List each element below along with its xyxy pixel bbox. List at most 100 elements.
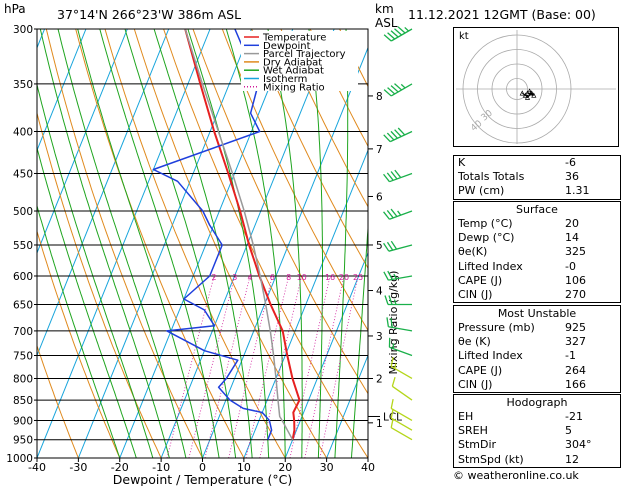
wind-barb-flag bbox=[397, 26, 406, 34]
wind-barb-flag bbox=[394, 28, 403, 36]
datetime-title: 11.12.2021 12GMT (Base: 00) bbox=[408, 7, 596, 22]
row-label: Totals Totals bbox=[458, 170, 525, 184]
wind-barb bbox=[386, 317, 413, 332]
mixing-ratio-label: 4 bbox=[247, 273, 252, 282]
wind-barb-flag bbox=[388, 295, 393, 305]
wind-barb-flag bbox=[387, 87, 396, 95]
row-label: EH bbox=[458, 410, 474, 423]
row-value: -21 bbox=[565, 410, 583, 423]
temperature-tick-label: 0 bbox=[199, 461, 206, 474]
pressure-tick-label: 900 bbox=[13, 415, 33, 427]
temperature-tick-label: 20 bbox=[278, 461, 292, 474]
wind-barb bbox=[383, 208, 413, 220]
mixing-ratio-label: 6 bbox=[270, 273, 275, 282]
wind-barb-flag bbox=[386, 210, 394, 219]
pressure-tick-label: 850 bbox=[13, 395, 33, 407]
asl-axis-label: ASL bbox=[375, 16, 398, 30]
dewpoint-profile bbox=[152, 29, 273, 440]
wind-barb bbox=[383, 127, 413, 143]
row-value: 14 bbox=[565, 231, 579, 245]
km-tick-label: 4 bbox=[376, 286, 383, 298]
row-label: Lifted Index bbox=[458, 349, 523, 363]
wind-barb-staff bbox=[390, 407, 413, 422]
row-value: -1 bbox=[565, 349, 576, 363]
row-value: 106 bbox=[565, 273, 586, 287]
wind-barb-flag bbox=[390, 171, 398, 180]
wind-barb-flag bbox=[391, 377, 396, 387]
hodograph-stats-table: Hodograph EH -21 SREH 5 StmDir 304° StmSpd (kt)… bbox=[453, 394, 621, 468]
pressure-tick-label: 700 bbox=[13, 326, 33, 338]
row-label: CIN (J) bbox=[458, 377, 493, 391]
hodograph-stats-title: Hodograph bbox=[506, 396, 568, 409]
table-row: CAPE (J) 264 bbox=[454, 364, 620, 378]
pressure-tick-label: 350 bbox=[13, 79, 33, 91]
table-row: Pressure (mb) 925 bbox=[454, 321, 620, 335]
row-value: 36 bbox=[565, 170, 579, 184]
wind-barb-half-flag bbox=[393, 273, 397, 280]
table-row: SREH 5 bbox=[454, 424, 620, 438]
mixing-ratio-label: 16 bbox=[325, 273, 335, 282]
legend-label: Dry Adiabat bbox=[263, 57, 322, 68]
table-row: CIN (J) 166 bbox=[454, 378, 620, 392]
wind-barb-flag bbox=[390, 357, 394, 367]
km-tick-label: 7 bbox=[376, 144, 383, 156]
pressure-tick-label: 550 bbox=[13, 240, 33, 252]
pressure-tick-label: 300 bbox=[13, 24, 33, 36]
km-tick-label: 2 bbox=[376, 373, 383, 385]
table-row: θe(K) 325 bbox=[454, 245, 620, 259]
wind-barb bbox=[390, 418, 413, 441]
table-row: Temp (°C) 20 bbox=[454, 217, 620, 231]
wind-barb-flag bbox=[390, 30, 399, 38]
km-tick-label: 6 bbox=[376, 191, 383, 203]
mixing-ratio-line bbox=[188, 275, 236, 458]
wind-barb-flag bbox=[390, 208, 398, 217]
wind-barb-flag bbox=[390, 418, 394, 428]
isotherm-line bbox=[326, 354, 368, 458]
wind-barb bbox=[383, 240, 413, 252]
wind-barb bbox=[390, 357, 413, 380]
row-value: 327 bbox=[565, 335, 586, 349]
isotherm-line bbox=[0, 29, 3, 458]
km-tick-label: 3 bbox=[376, 331, 383, 343]
row-value: -6 bbox=[565, 156, 576, 169]
row-value: 166 bbox=[565, 377, 586, 391]
row-label: Dewp (°C) bbox=[458, 231, 515, 245]
table-row: StmDir 304° bbox=[454, 438, 620, 452]
row-label: CAPE (J) bbox=[458, 273, 503, 287]
table-row: Dewp (°C) 14 bbox=[454, 231, 620, 245]
wind-barb-flag bbox=[390, 317, 393, 328]
wind-barb-flag bbox=[390, 240, 398, 250]
hodograph-marker bbox=[531, 92, 537, 98]
wind-barb-half-flag bbox=[400, 83, 406, 89]
isotherm-line bbox=[284, 251, 368, 458]
temperature-tick-label: -30 bbox=[69, 461, 87, 474]
legend-label: Dewpoint bbox=[263, 41, 311, 52]
hodograph-marker bbox=[527, 88, 533, 94]
x-axis-title: Dewpoint / Temperature (°C) bbox=[113, 472, 292, 486]
pressure-tick-label: 750 bbox=[13, 350, 33, 362]
table-row: CAPE (J) 106 bbox=[454, 274, 620, 288]
wind-barb-staff bbox=[391, 385, 413, 401]
wind-barb-flag bbox=[383, 89, 392, 97]
legend-label: Isotherm bbox=[263, 74, 307, 85]
mixing-ratio-label: 25 bbox=[353, 273, 363, 282]
wet-adiabat bbox=[367, 452, 368, 458]
wind-barb bbox=[383, 169, 413, 183]
wind-barb-flag bbox=[386, 172, 394, 181]
isotherm-line bbox=[160, 29, 335, 458]
hodograph-unit-label: kt bbox=[459, 31, 469, 42]
row-label: CIN (J) bbox=[458, 287, 493, 301]
mixing-ratio-label: 10 bbox=[297, 273, 307, 282]
row-value: -0 bbox=[565, 259, 576, 273]
pressure-tick-label: 950 bbox=[13, 435, 33, 447]
mixing-ratio-label: 8 bbox=[286, 273, 291, 282]
indices-table: K -6 Totals Totals 36 PW (cm) 1.31 bbox=[453, 155, 621, 200]
table-row: EH -21 bbox=[454, 410, 620, 424]
wind-barb-flag bbox=[390, 130, 398, 139]
table-row: K -6 bbox=[454, 156, 620, 170]
most-unstable-table: Most Unstable Pressure (mb) 925 θe (K) 327 Li… bbox=[453, 305, 621, 393]
wind-barb-flag bbox=[394, 83, 403, 91]
row-label: θe(K) bbox=[458, 245, 488, 259]
row-label: StmSpd (kt) bbox=[458, 452, 524, 466]
